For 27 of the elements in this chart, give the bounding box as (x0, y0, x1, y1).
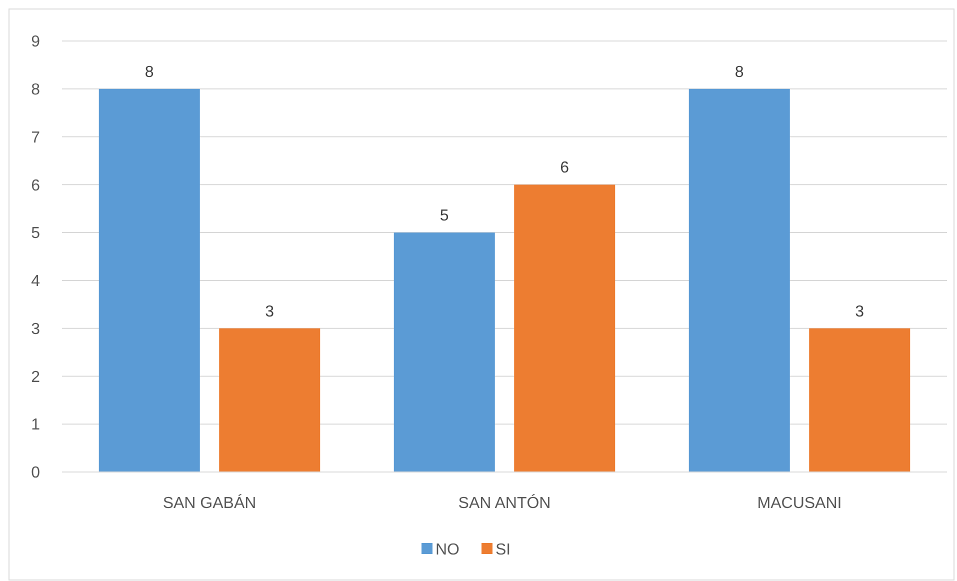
y-tick-label: 5 (31, 225, 40, 242)
bar (514, 184, 616, 472)
bar (219, 328, 320, 472)
data-label: 6 (560, 160, 570, 177)
y-tick-label: 8 (31, 81, 40, 98)
legend-label: NO (436, 542, 460, 559)
data-label: 8 (734, 64, 744, 81)
y-tick-label: 1 (31, 416, 40, 434)
bar (98, 88, 200, 472)
data-label: 8 (144, 64, 154, 81)
legend-label: SI (496, 542, 511, 559)
y-tick-label: 2 (31, 368, 40, 386)
data-label: 3 (265, 303, 274, 320)
y-tick-label: 9 (31, 34, 40, 51)
y-tick-label: 6 (31, 177, 40, 194)
y-tick-label: 4 (31, 273, 40, 290)
y-tick-label: 0 (31, 464, 40, 482)
data-label: 3 (855, 303, 864, 320)
y-tick-label: 3 (31, 320, 40, 338)
x-tick-label: SAN ANTÓN (458, 494, 551, 512)
bar (394, 232, 495, 472)
bar (688, 88, 790, 472)
y-tick-label: 7 (31, 129, 40, 146)
bar (809, 328, 910, 472)
x-tick-label: MACUSANI (757, 495, 842, 512)
data-label: 5 (440, 208, 449, 225)
x-tick-label: SAN GABÁN (162, 494, 256, 512)
